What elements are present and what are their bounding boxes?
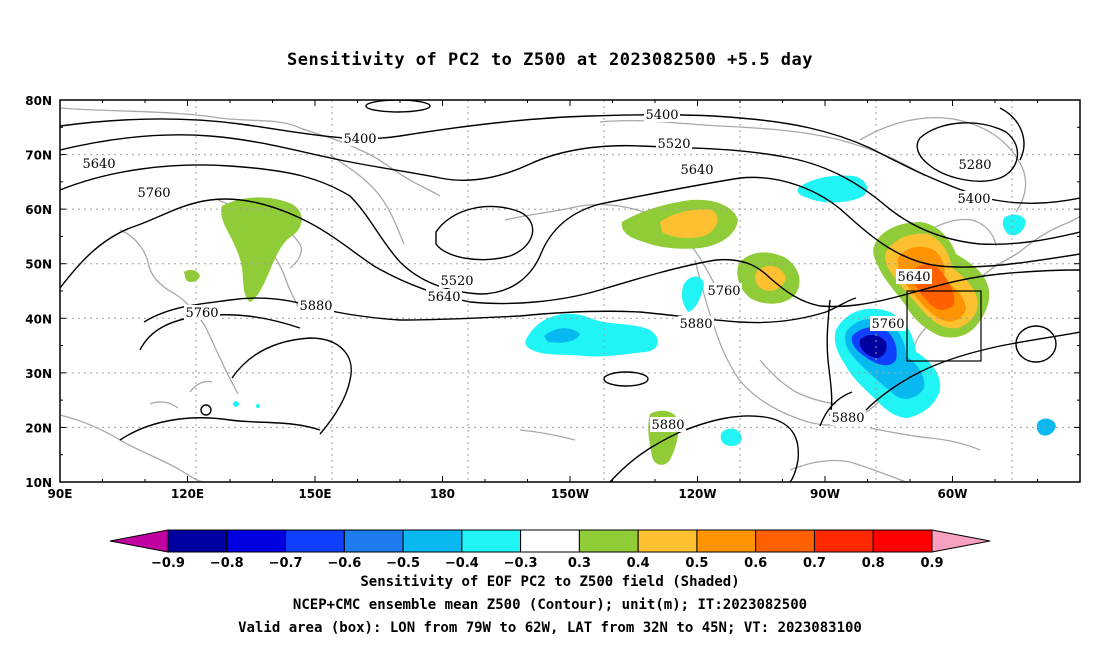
contour-label: 5760 bbox=[137, 186, 170, 201]
colorbar-label: −0.5 bbox=[386, 556, 420, 571]
colorbar: −0.9 −0.8 −0.7 −0.6 −0.5 −0.4 −0.3 0.3 0.4 0.5 0.6… bbox=[109, 529, 991, 571]
contour-label-bg bbox=[342, 131, 378, 146]
colorbar-label: 0.6 bbox=[744, 556, 767, 571]
contour-label: 5640 bbox=[897, 270, 930, 285]
lon-label: 150W bbox=[551, 487, 589, 501]
colorbar-swatch bbox=[578, 529, 639, 553]
contour-label-bg bbox=[650, 417, 686, 432]
longitude-labels: 90E 120E 150E 180 150W 120W 90W 60W bbox=[48, 487, 968, 501]
colorbar-label: −0.4 bbox=[445, 556, 479, 571]
lon-label: 120E bbox=[171, 487, 204, 501]
contour-label-bg bbox=[136, 185, 172, 200]
colorbar-swatch bbox=[461, 529, 522, 553]
contour-label: 5520 bbox=[657, 137, 690, 152]
z500-contours bbox=[60, 100, 1080, 482]
colorbar-label: −0.7 bbox=[269, 556, 303, 571]
colorbar-swatch bbox=[872, 529, 933, 553]
contour-label: 5760 bbox=[871, 317, 904, 332]
contour-label: 5640 bbox=[680, 163, 713, 178]
valid-area-box bbox=[906, 290, 982, 362]
colorbar-label: 0.7 bbox=[803, 556, 826, 571]
lat-label: 60N bbox=[25, 203, 52, 217]
caption-line-2: NCEP+CMC ensemble mean Z500 (Contour); u… bbox=[292, 597, 808, 613]
contour-label: 5880 bbox=[679, 317, 712, 332]
lon-label: 60W bbox=[938, 487, 968, 501]
lat-label: 30N bbox=[25, 367, 52, 381]
contour-label-bg bbox=[426, 289, 462, 304]
colorbar-swatch bbox=[226, 529, 287, 553]
caption-line-1: Sensitivity of EOF PC2 to Z500 field (Sh… bbox=[360, 574, 740, 590]
caption-line-3: Valid area (box): LON from 79W to 62W, L… bbox=[238, 620, 862, 636]
contour-label-bg bbox=[184, 305, 220, 320]
colorbar-swatch bbox=[520, 529, 580, 553]
colorbar-swatch bbox=[285, 529, 345, 553]
lat-label: 70N bbox=[25, 149, 52, 163]
colorbar-label: 0.4 bbox=[627, 556, 650, 571]
colorbar-swatch bbox=[343, 529, 404, 553]
colorbar-label: 0.3 bbox=[568, 556, 591, 571]
contour-label: 5640 bbox=[427, 290, 460, 305]
lon-label: 90W bbox=[810, 487, 840, 501]
contour-label-bg bbox=[656, 136, 692, 151]
lon-label: 120W bbox=[678, 487, 716, 501]
axis-ticks bbox=[59, 99, 1081, 483]
colorbar-label: −0.6 bbox=[327, 556, 361, 571]
contour-label-bg bbox=[644, 107, 680, 122]
lat-label: 20N bbox=[25, 421, 52, 435]
contour-label-bg bbox=[870, 316, 906, 331]
colorbar-swatch bbox=[637, 529, 698, 553]
contour-label: 5880 bbox=[831, 411, 864, 426]
colorbar-swatch bbox=[696, 529, 757, 553]
contour-label-bg bbox=[678, 316, 714, 331]
contour-label: 5400 bbox=[957, 192, 990, 207]
colorbar-label: −0.8 bbox=[210, 556, 244, 571]
contour-label-bg bbox=[706, 283, 742, 298]
contour-label: 5880 bbox=[651, 418, 684, 433]
lat-label: 80N bbox=[25, 94, 52, 108]
lat-label: 40N bbox=[25, 312, 52, 326]
colorbar-max-triangle bbox=[931, 529, 991, 553]
contour-label: 5880 bbox=[299, 299, 332, 314]
contour-label: 5400 bbox=[645, 108, 678, 123]
contour-label: 5280 bbox=[958, 158, 991, 173]
lon-label: 180 bbox=[430, 487, 455, 501]
map-title: Sensitivity of PC2 to Z500 at 2023082500… bbox=[286, 50, 813, 70]
colorbar-label: 0.9 bbox=[920, 556, 943, 571]
colorbar-swatch bbox=[402, 529, 463, 553]
lon-label: 90E bbox=[48, 487, 73, 501]
contour-label-bg bbox=[679, 162, 715, 177]
colorbar-label: 0.5 bbox=[685, 556, 708, 571]
contour-label: 5640 bbox=[82, 157, 115, 172]
colorbar-min-triangle bbox=[109, 529, 169, 553]
colorbar-label: 0.8 bbox=[862, 556, 885, 571]
contour-label: 5760 bbox=[185, 306, 218, 321]
colorbar-swatch bbox=[813, 529, 874, 553]
contour-label-bg bbox=[957, 157, 993, 172]
colorbar-swatch bbox=[167, 529, 228, 553]
contour-label: 5760 bbox=[707, 284, 740, 299]
contour-label-bg bbox=[81, 156, 117, 171]
lat-label: 10N bbox=[25, 476, 52, 490]
contour-label-bg bbox=[298, 298, 334, 313]
colorbar-label: −0.3 bbox=[504, 556, 538, 571]
contour-label: 5400 bbox=[343, 132, 376, 147]
lat-label: 50N bbox=[25, 258, 52, 272]
contour-label-bg bbox=[439, 273, 475, 288]
lon-label: 150E bbox=[298, 487, 331, 501]
contour-label-bg bbox=[896, 269, 932, 284]
contour-label-bg bbox=[956, 191, 992, 206]
contour-label: 5520 bbox=[440, 274, 473, 289]
latitude-labels: 80N 70N 60N 50N 40N 30N 20N 10N bbox=[25, 94, 52, 490]
colorbar-swatch bbox=[755, 529, 815, 553]
contour-label-bg bbox=[830, 410, 866, 425]
colorbar-label: −0.9 bbox=[151, 556, 185, 571]
